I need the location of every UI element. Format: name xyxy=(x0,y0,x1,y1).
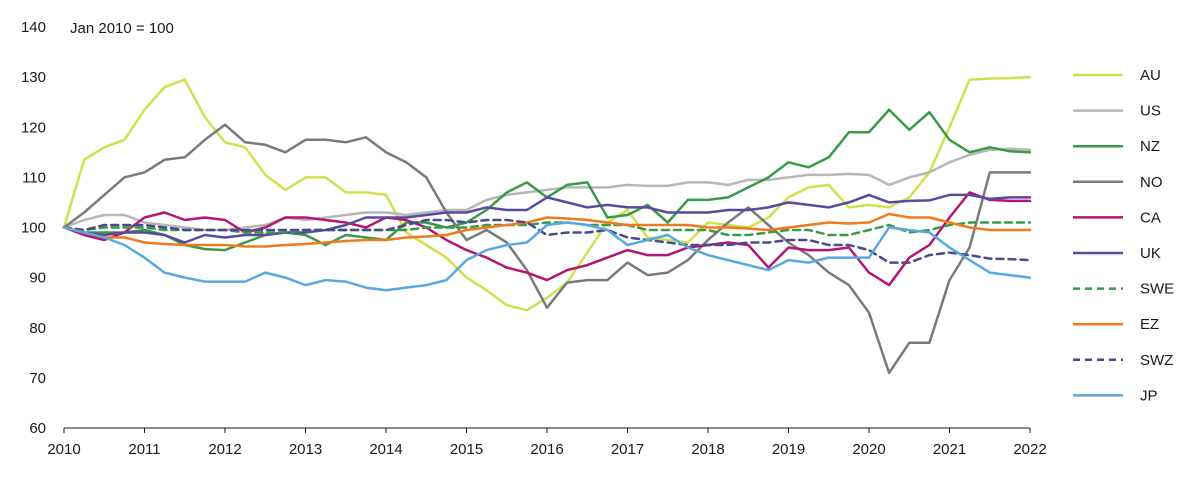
y-tick-label: 60 xyxy=(29,420,46,437)
x-tick-label: 2014 xyxy=(369,441,402,458)
series-line-uk xyxy=(62,193,1032,244)
x-tick-label: 2013 xyxy=(289,441,322,458)
plot-area: 60 70 80 90 100 110 120 130 140 2010 2011 2012 2013 2… xyxy=(21,19,1047,458)
legend-label-swe: SWE xyxy=(1140,281,1174,298)
legend-label-us: US xyxy=(1140,103,1161,120)
legend: AU US NZ NO CA UK SWE EZ SWZ JP xyxy=(1073,67,1174,404)
legend-label-au: AU xyxy=(1140,67,1161,84)
series-line-jp xyxy=(62,221,1032,292)
legend-label-no: NO xyxy=(1140,174,1163,191)
legend-label-jp: JP xyxy=(1140,387,1158,404)
legend-label-swz: SWZ xyxy=(1140,352,1173,369)
y-tick-label: 100 xyxy=(21,220,46,237)
x-tick-label: 2020 xyxy=(852,441,885,458)
x-tick-label: 2019 xyxy=(772,441,805,458)
series-line-no xyxy=(62,123,1032,375)
x-tick-label: 2022 xyxy=(1013,441,1046,458)
y-tick-label: 90 xyxy=(29,270,46,287)
x-tick-label: 2011 xyxy=(128,441,160,458)
x-tick-label: 2010 xyxy=(47,441,80,458)
series-line-ca xyxy=(62,191,1032,287)
y-tick-label: 120 xyxy=(21,119,46,136)
legend-label-uk: UK xyxy=(1140,245,1161,262)
chart-note: Jan 2010 = 100 xyxy=(70,20,174,37)
y-tick-label: 70 xyxy=(29,370,46,387)
x-tick-label: 2018 xyxy=(691,441,724,458)
y-tick-label: 110 xyxy=(22,169,46,186)
x-tick-label: 2012 xyxy=(208,441,241,458)
series-line-ez xyxy=(62,212,1032,248)
x-tick-label: 2021 xyxy=(933,441,966,458)
x-tick-label: 2017 xyxy=(611,441,644,458)
legend-label-nz: NZ xyxy=(1140,138,1160,155)
legend-label-ca: CA xyxy=(1140,209,1161,226)
series-line-swz xyxy=(62,218,1032,264)
y-tick-label: 80 xyxy=(29,320,46,337)
x-tick-label: 2015 xyxy=(450,441,483,458)
y-tick-label: 130 xyxy=(21,69,46,86)
x-tick-label: 2016 xyxy=(530,441,563,458)
series-line-au xyxy=(62,75,1032,312)
y-tick-label: 140 xyxy=(21,19,46,36)
legend-label-ez: EZ xyxy=(1140,316,1159,333)
